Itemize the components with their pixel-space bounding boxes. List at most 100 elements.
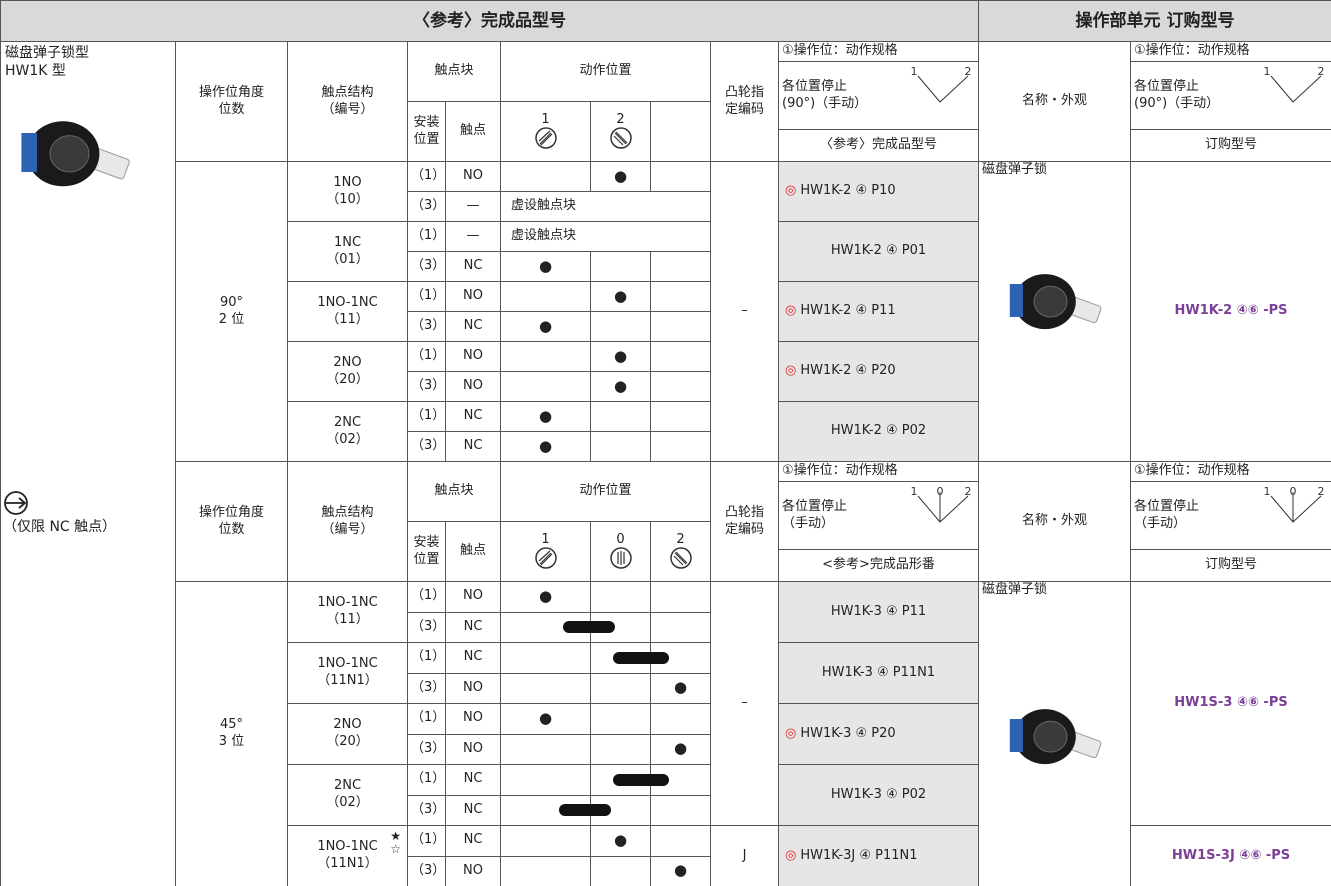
contact: NO [445, 703, 501, 735]
spec-label: 2 [1318, 486, 1325, 498]
cam-header: 凸轮指 定编码 [710, 461, 779, 582]
structure: 2NC （02） [287, 764, 408, 826]
contact-block-header: 触点块 [407, 41, 501, 102]
install-position: （3） [407, 251, 446, 282]
position-header: 0 [590, 521, 651, 582]
contact: — [445, 221, 501, 252]
table-row: 〈参考〉完成品型号 操作部单元 订购型号 [0, 0, 1331, 42]
action-cell [590, 401, 651, 432]
model-mark: ◎ [785, 725, 797, 741]
table-row: 1NO-1NC （11N1） ★ ☆ （1） NC ● J ◎ HW1K-3J ④ P11N1 H… [1, 825, 1331, 886]
action-cell [500, 855, 591, 886]
spec-label: 1 [911, 66, 918, 78]
action-cell [650, 311, 711, 342]
action-cell [500, 281, 591, 312]
order-number-title: 订购型号 [1129, 129, 1331, 162]
model-title: <参考>完成品形番 [778, 549, 979, 582]
spec-v [1270, 75, 1322, 103]
order-number: HW1S-3J ④⑥ -PS [1129, 825, 1331, 886]
contact: NC [445, 401, 501, 432]
install-position: （1） [407, 401, 446, 432]
position-label: 2 [616, 112, 625, 127]
position-header: 2 [650, 521, 711, 582]
action-dot: ● [673, 739, 688, 758]
action-cell [590, 642, 669, 674]
action-cell [500, 642, 591, 674]
action-cell [500, 611, 615, 643]
position-label: 1 [541, 532, 550, 547]
table-row: 1NO-1NC （11N1） （1） NC HW1K-3 ④ P11N1 [1, 642, 1331, 704]
name-appearance: 磁盘弹子锁 [978, 581, 1131, 886]
contact: NC [445, 825, 501, 857]
spec-label: 0 [937, 486, 944, 498]
contact: NC [445, 611, 501, 643]
order-spec: 各位置停止 (90°)（手动） 1 2 [1129, 61, 1331, 130]
spec-label: 1 [911, 486, 918, 498]
table-row: 2NC （02） （1） NC HW1K-3 ④ P02 [1, 764, 1331, 826]
contact: NO [445, 281, 501, 312]
face [49, 135, 90, 173]
order-spec-title: ①操作位：动作规格 [1129, 461, 1331, 482]
action-dot: ● [538, 586, 553, 605]
table-row: 2NO （20） （1） NO ● ◎ HW1K-3 ④ P20 [1, 703, 1331, 765]
position-header [650, 101, 711, 162]
position-header: 1 [500, 521, 591, 582]
install-position: （1） [407, 825, 446, 857]
structure-header: 触点结构 （编号） [287, 41, 408, 162]
key-icon-ring [669, 547, 692, 569]
model: ◎ HW1K-2 ④ P20 [778, 341, 979, 402]
model-number: HW1K-2 ④ P02 [830, 423, 927, 439]
install-position: （3） [407, 311, 446, 342]
dummy-block: 虚设触点块 [500, 191, 711, 222]
action-cell [650, 281, 711, 312]
model-number: HW1K-3 ④ P02 [830, 786, 927, 802]
action-dot: ● [613, 376, 628, 395]
action-cell [650, 825, 711, 857]
model-number: HW1K-2 ④ P11 [800, 303, 896, 319]
contact: NO [445, 672, 501, 704]
key-icon-lines [538, 130, 552, 146]
spec: 各位置停止 (90°)（手动） 1 2 [778, 61, 979, 130]
structure: 1NC （01） [287, 221, 408, 282]
model-number: HW1K-2 ④ P20 [800, 363, 896, 379]
action-cell [500, 764, 591, 796]
table-row: （3） NO ● [1, 672, 1331, 704]
product-box: 磁盘弹子锁型 HW1K 型 （仅限 NC 触点） [1, 42, 175, 882]
product-image [21, 121, 130, 187]
dummy-block: 虚设触点块 [500, 221, 711, 252]
contact: NC [445, 642, 501, 674]
contact: NC [445, 311, 501, 342]
action-cell [650, 401, 711, 432]
action-dot: ● [538, 316, 553, 335]
action-cell: ● [500, 311, 591, 342]
action-cell: ● [500, 703, 591, 735]
side [1009, 719, 1023, 752]
install-position: （1） [407, 161, 446, 192]
position-label: 0 [616, 532, 625, 547]
spec-title: ①操作位：动作规格 [778, 41, 979, 62]
action-bar [559, 804, 611, 817]
action-dot: ● [538, 256, 553, 275]
spec-v [917, 495, 969, 523]
action-cell [590, 672, 651, 704]
cam-code: – [710, 161, 779, 462]
spec-label: 0 [1290, 486, 1297, 498]
position-header: 2 [590, 101, 651, 162]
nc-symbol-arrow [6, 497, 27, 509]
spec-label: 2 [965, 486, 972, 498]
structure: 2NO （20） [287, 703, 408, 765]
angle: 90° 2 位 [175, 161, 288, 462]
model: ◎ HW1K-2 ④ P11 [778, 281, 979, 342]
action-position-header: 动作位置 [500, 461, 711, 522]
key-icon-lines [673, 551, 687, 566]
model: ◎ HW1K-3J ④ P11N1 [778, 825, 979, 886]
contact: NO [445, 371, 501, 402]
product-image [1009, 709, 1102, 765]
key-icon [669, 547, 692, 569]
angle-header: 操作位角度 位数 [175, 41, 288, 162]
install-position: （3） [407, 794, 446, 826]
action-cell [650, 431, 711, 462]
install-position: （1） [407, 221, 446, 252]
order-spec: 各位置停止 （手动） 1 0 2 [1129, 481, 1331, 550]
